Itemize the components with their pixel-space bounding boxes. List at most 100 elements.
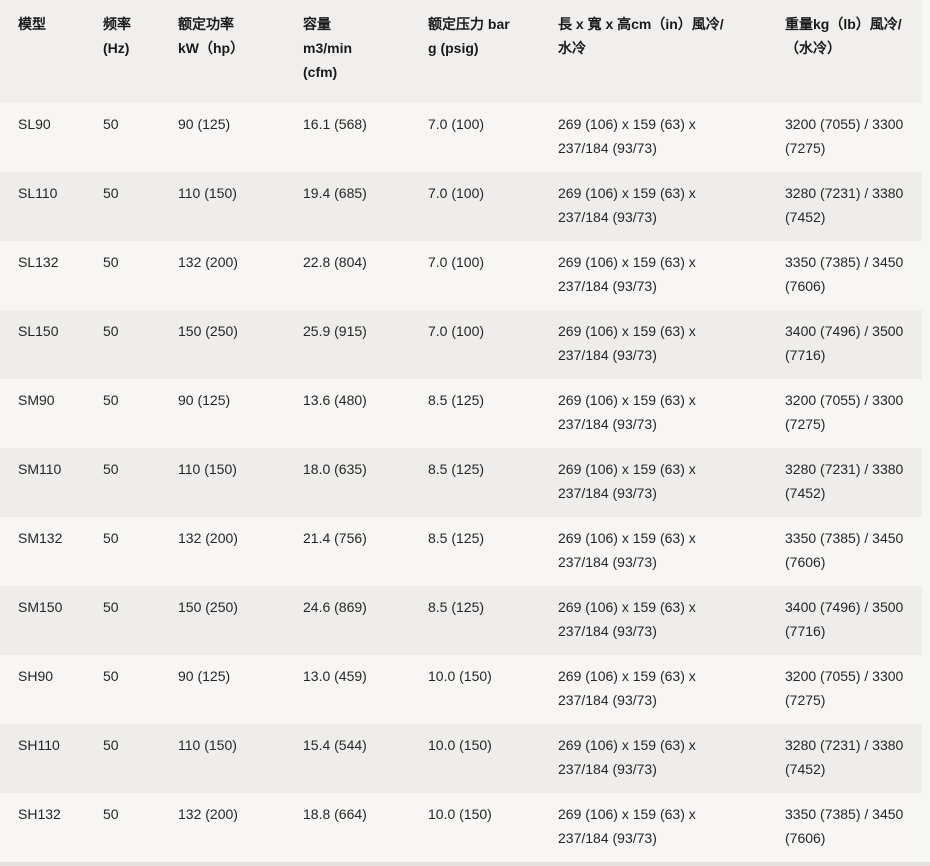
cell-weight: 3400 (7496) / 3500 (7716): [767, 310, 922, 379]
cell-capacity: 19.4 (685): [285, 172, 410, 241]
cell-capacity: 22.8 (804): [285, 241, 410, 310]
cell-dimensions: 269 (106) x 159 (63) x 237/184 (93/73): [540, 517, 767, 586]
table-row-SH90: SH90 50 90 (125) 13.0 (459) 10.0 (150) 269 (1…: [0, 655, 922, 724]
cell-capacity: 13.6 (480): [285, 379, 410, 448]
cell-dimensions: 269 (106) x 159 (63) x 237/184 (93/73): [540, 310, 767, 379]
column-header-frequency: 频率 (Hz): [85, 0, 160, 103]
cell-model: SL90: [0, 103, 85, 172]
cell-weight: 3350 (7385) / 3450 (7606): [767, 241, 922, 310]
cell-power: 110 (150): [160, 172, 285, 241]
spec-table-header: 模型 频率 (Hz) 额定功率 kW（hp） 容量 m3/min (cfm) 额定压力 …: [0, 0, 922, 103]
cell-pressure: 10.0 (150): [410, 724, 540, 793]
cell-power: 110 (150): [160, 724, 285, 793]
cell-dimensions: 269 (106) x 159 (63) x 237/184 (93/73): [540, 586, 767, 655]
cell-frequency: 50: [85, 310, 160, 379]
table-row-SL150: SL150 50 150 (250) 25.9 (915) 7.0 (100) 269 (…: [0, 310, 922, 379]
cell-capacity: 18.0 (635): [285, 448, 410, 517]
cell-weight: 3200 (7055) / 3300 (7275): [767, 379, 922, 448]
bottom-divider: [0, 862, 930, 866]
cell-dimensions: 269 (106) x 159 (63) x 237/184 (93/73): [540, 172, 767, 241]
cell-frequency: 50: [85, 448, 160, 517]
table-row-SM90: SM90 50 90 (125) 13.6 (480) 8.5 (125) 269 (10…: [0, 379, 922, 448]
column-header-capacity: 容量 m3/min (cfm): [285, 0, 410, 103]
cell-weight: 3350 (7385) / 3450 (7606): [767, 793, 922, 862]
cell-weight: 3280 (7231) / 3380 (7452): [767, 724, 922, 793]
cell-dimensions: 269 (106) x 159 (63) x 237/184 (93/73): [540, 103, 767, 172]
cell-frequency: 50: [85, 172, 160, 241]
table-row-SH110: SH110 50 110 (150) 15.4 (544) 10.0 (150) 269 …: [0, 724, 922, 793]
cell-pressure: 7.0 (100): [410, 241, 540, 310]
cell-frequency: 50: [85, 793, 160, 862]
cell-model: SH110: [0, 724, 85, 793]
cell-weight: 3400 (7496) / 3500 (7716): [767, 586, 922, 655]
table-row-SL90: SL90 50 90 (125) 16.1 (568) 7.0 (100) 269 (10…: [0, 103, 922, 172]
cell-weight: 3200 (7055) / 3300 (7275): [767, 655, 922, 724]
cell-pressure: 7.0 (100): [410, 103, 540, 172]
column-header-power: 额定功率 kW（hp）: [160, 0, 285, 103]
cell-capacity: 24.6 (869): [285, 586, 410, 655]
cell-frequency: 50: [85, 241, 160, 310]
table-row-SM110: SM110 50 110 (150) 18.0 (635) 8.5 (125) 269 (…: [0, 448, 922, 517]
cell-model: SL132: [0, 241, 85, 310]
cell-power: 90 (125): [160, 655, 285, 724]
cell-weight: 3350 (7385) / 3450 (7606): [767, 517, 922, 586]
cell-frequency: 50: [85, 655, 160, 724]
column-header-model: 模型: [0, 0, 85, 103]
cell-pressure: 7.0 (100): [410, 172, 540, 241]
cell-model: SL110: [0, 172, 85, 241]
cell-pressure: 10.0 (150): [410, 655, 540, 724]
cell-model: SM110: [0, 448, 85, 517]
cell-capacity: 16.1 (568): [285, 103, 410, 172]
cell-power: 90 (125): [160, 379, 285, 448]
cell-dimensions: 269 (106) x 159 (63) x 237/184 (93/73): [540, 379, 767, 448]
spec-table-body: SL90 50 90 (125) 16.1 (568) 7.0 (100) 269 (10…: [0, 103, 922, 862]
cell-frequency: 50: [85, 379, 160, 448]
table-row-SM150: SM150 50 150 (250) 24.6 (869) 8.5 (125) 269 (…: [0, 586, 922, 655]
table-row-SL132: SL132 50 132 (200) 22.8 (804) 7.0 (100) 269 (…: [0, 241, 922, 310]
cell-pressure: 10.0 (150): [410, 793, 540, 862]
cell-frequency: 50: [85, 103, 160, 172]
header-row: 模型 频率 (Hz) 额定功率 kW（hp） 容量 m3/min (cfm) 额定压力 …: [0, 0, 922, 103]
cell-weight: 3280 (7231) / 3380 (7452): [767, 448, 922, 517]
cell-pressure: 8.5 (125): [410, 586, 540, 655]
cell-power: 110 (150): [160, 448, 285, 517]
cell-model: SH132: [0, 793, 85, 862]
cell-power: 132 (200): [160, 793, 285, 862]
cell-capacity: 13.0 (459): [285, 655, 410, 724]
cell-capacity: 21.4 (756): [285, 517, 410, 586]
cell-model: SM132: [0, 517, 85, 586]
cell-dimensions: 269 (106) x 159 (63) x 237/184 (93/73): [540, 793, 767, 862]
cell-dimensions: 269 (106) x 159 (63) x 237/184 (93/73): [540, 241, 767, 310]
table-row-SM132: SM132 50 132 (200) 21.4 (756) 8.5 (125) 269 (…: [0, 517, 922, 586]
cell-pressure: 8.5 (125): [410, 379, 540, 448]
cell-power: 150 (250): [160, 586, 285, 655]
column-header-weight: 重量kg（lb）風冷/ （水冷）: [767, 0, 922, 103]
cell-power: 90 (125): [160, 103, 285, 172]
cell-model: SH90: [0, 655, 85, 724]
cell-pressure: 8.5 (125): [410, 448, 540, 517]
cell-model: SM150: [0, 586, 85, 655]
cell-power: 132 (200): [160, 517, 285, 586]
cell-capacity: 18.8 (664): [285, 793, 410, 862]
column-header-pressure: 额定压力 bar g (psig): [410, 0, 540, 103]
cell-pressure: 8.5 (125): [410, 517, 540, 586]
cell-frequency: 50: [85, 724, 160, 793]
cell-dimensions: 269 (106) x 159 (63) x 237/184 (93/73): [540, 448, 767, 517]
cell-weight: 3200 (7055) / 3300 (7275): [767, 103, 922, 172]
table-row-SH132: SH132 50 132 (200) 18.8 (664) 10.0 (150) 269 …: [0, 793, 922, 862]
table-row-SL110: SL110 50 110 (150) 19.4 (685) 7.0 (100) 269 (…: [0, 172, 922, 241]
cell-capacity: 25.9 (915): [285, 310, 410, 379]
column-header-dimensions: 長 x 寬 x 高cm（in）風冷/ 水冷: [540, 0, 767, 103]
cell-power: 132 (200): [160, 241, 285, 310]
cell-dimensions: 269 (106) x 159 (63) x 237/184 (93/73): [540, 655, 767, 724]
cell-model: SL150: [0, 310, 85, 379]
cell-power: 150 (250): [160, 310, 285, 379]
cell-pressure: 7.0 (100): [410, 310, 540, 379]
cell-weight: 3280 (7231) / 3380 (7452): [767, 172, 922, 241]
cell-dimensions: 269 (106) x 159 (63) x 237/184 (93/73): [540, 724, 767, 793]
cell-frequency: 50: [85, 586, 160, 655]
cell-frequency: 50: [85, 517, 160, 586]
cell-model: SM90: [0, 379, 85, 448]
